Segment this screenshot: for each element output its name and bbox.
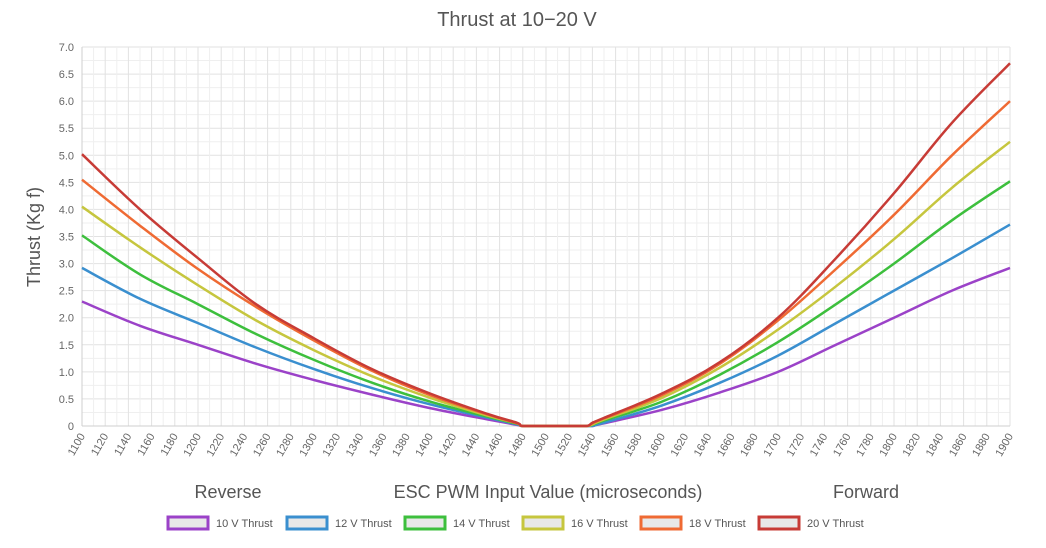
y-tick-label: 1.5 [59,340,74,352]
y-tick-label: 2.5 [59,286,74,298]
y-tick-label: 1.0 [59,367,74,379]
x-tick-label: 1680 [738,432,761,459]
x-tick-label: 1320 [321,432,344,459]
y-tick-label: 3.5 [59,232,74,244]
x-tick-label: 1180 [159,432,181,458]
x-tick-label: 1720 [785,432,808,459]
y-tick-label: 2.0 [59,313,74,325]
x-tick-label: 1360 [367,432,390,459]
x-tick-label: 1800 [877,432,900,459]
x-tick-label: 1880 [970,432,993,459]
x-tick-label: 1780 [854,432,877,459]
legend-label: 14 V Thrust [453,518,510,530]
y-tick-label: 6.0 [59,96,74,108]
x-tick-label: 1160 [135,432,157,458]
x-tick-label: 1640 [692,432,715,459]
x-axis-label: ESC PWM Input Value (microseconds) [394,482,703,502]
x-tick-label: 1440 [460,432,483,459]
legend-item[interactable]: 12 V Thrust [285,515,392,531]
y-tick-label: 5.5 [59,123,74,135]
legend-swatch [403,515,447,531]
legend-swatch [639,515,683,531]
x-tick-label: 1560 [599,432,622,459]
series-line-6 [81,62,1011,428]
x-tick-label: 1540 [576,432,599,459]
x-tick-label: 1520 [553,432,576,459]
x-tick-label: 1300 [297,432,320,459]
legend-item[interactable]: 18 V Thrust [639,515,746,531]
legend-label: 16 V Thrust [571,518,628,530]
x-tick-label: 1500 [529,432,552,459]
legend-item[interactable]: 16 V Thrust [521,515,628,531]
legend-swatch [285,515,329,531]
region-label-forward: Forward [833,482,899,502]
x-tick-label: 1580 [622,432,645,459]
x-tick-label: 1740 [808,432,831,459]
legend-swatch [757,515,801,531]
x-tick-label: 1620 [669,432,692,459]
legend-swatch [521,515,565,531]
x-tick-label: 1820 [901,432,924,459]
x-tick-label: 1600 [645,432,668,459]
legend: 10 V Thrust 12 V Thrust 14 V Thrust 16 V Th… [166,515,864,531]
x-tick-label: 1200 [181,432,204,459]
legend-item[interactable]: 14 V Thrust [403,515,510,531]
series-lines [81,62,1011,428]
x-tick-label: 1100 [66,432,88,458]
y-tick-label: 5.0 [59,150,74,162]
x-tick-label: 1340 [344,432,367,459]
legend-label: 12 V Thrust [335,518,392,530]
x-tick-label: 1400 [413,432,436,459]
x-tick-label: 1140 [112,432,134,458]
x-tick-label: 1120 [89,432,111,458]
x-tick-label: 1860 [947,432,970,459]
legend-item[interactable]: 10 V Thrust [166,515,273,531]
y-tick-label: 3.0 [59,259,74,271]
y-tick-label: 4.5 [59,177,74,189]
region-label-reverse: Reverse [194,482,261,502]
x-tick-label: 1260 [251,432,274,459]
y-tick-label: 0 [68,421,74,433]
x-axis-ticks: 1100 1120 1140 1160 1180 1200 1220 1240 1260 1280… [66,431,1016,458]
y-axis-ticks: 0 0.5 1.0 1.5 2.0 2.5 3.0 3.5 4.0 4.5 5.0 5.5 6.0 6.5… [59,42,74,433]
y-tick-label: 4.0 [59,204,74,216]
x-tick-label: 1420 [437,432,460,459]
x-tick-label: 1480 [506,432,529,459]
x-tick-label: 1760 [831,432,854,459]
x-tick-label: 1220 [205,432,228,459]
legend-label: 10 V Thrust [216,518,273,530]
y-tick-label: 6.5 [59,69,74,81]
legend-item[interactable]: 20 V Thrust [757,515,864,531]
x-tick-label: 1700 [761,432,784,459]
x-tick-label: 1840 [924,432,947,459]
x-tick-label: 1380 [390,432,413,459]
y-tick-label: 0.5 [59,394,74,406]
y-tick-label: 7.0 [59,42,74,54]
y-axis-label: Thrust (Kg f) [24,187,44,287]
x-tick-label: 1460 [483,431,506,458]
chart-title: Thrust at 10−20 V [437,9,597,31]
x-tick-label: 1900 [993,432,1016,459]
legend-label: 18 V Thrust [689,518,746,530]
legend-label: 20 V Thrust [807,518,864,530]
x-tick-label: 1660 [715,432,738,459]
legend-swatch [166,515,210,531]
x-tick-label: 1240 [228,432,251,459]
x-tick-label: 1280 [274,432,297,459]
